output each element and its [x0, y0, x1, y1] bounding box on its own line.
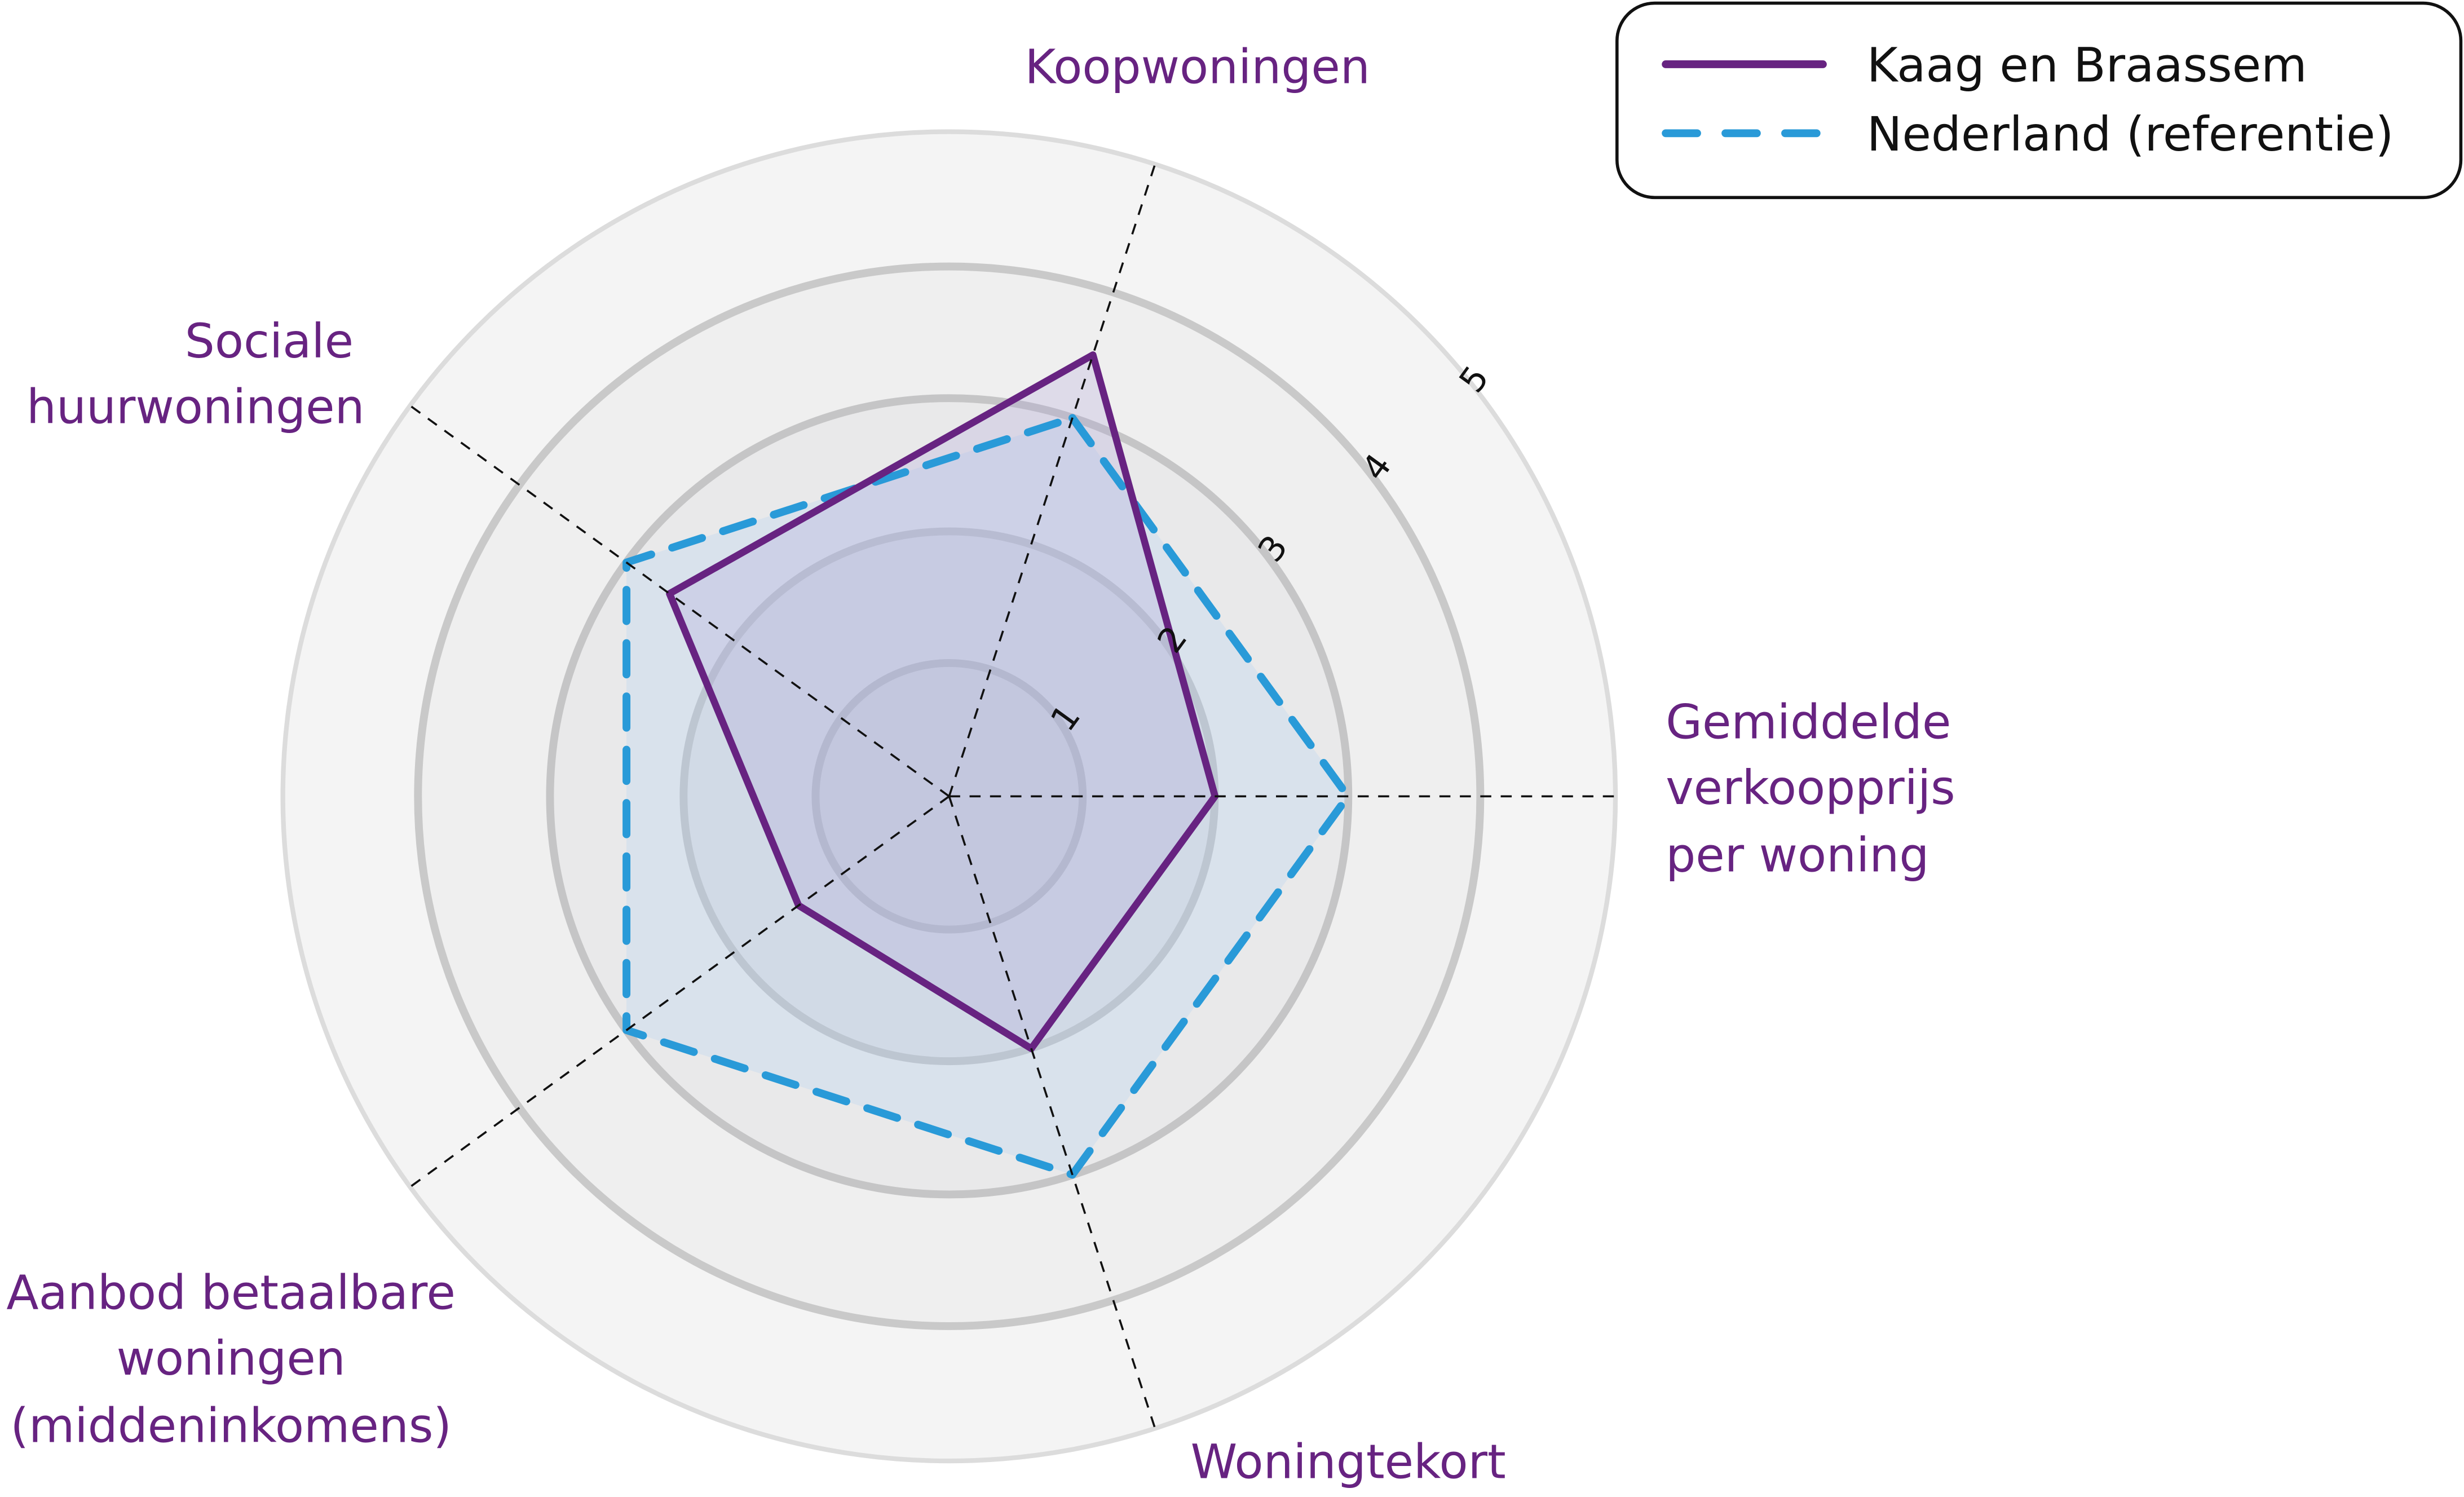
axis-label-sociale-huurwoningen-line2: huurwoningen — [27, 379, 365, 435]
axis-line — [410, 405, 950, 797]
legend: Kaag en Braassem Nederland (referentie) — [1615, 1, 2463, 200]
axis-label-aanbod-betaalbare-woningen: Aanbod betaalbare — [6, 1265, 456, 1320]
legend-box — [1615, 1, 2463, 200]
series-line — [622, 414, 1352, 1179]
axes-layer — [410, 165, 1614, 1428]
axis-label-sociale-huurwoningen: Sociale — [185, 313, 354, 369]
axis-label-koopwoningen: Koopwoningen — [1025, 39, 1370, 94]
series-line — [666, 351, 1219, 1052]
series-layer — [622, 351, 1352, 1179]
axis-label-gemiddelde-verkoopprijs-line3: per woning — [1666, 828, 1929, 883]
axis-label-gemiddelde-verkoopprijs: Gemiddelde — [1666, 695, 1951, 750]
axis-label-gemiddelde-verkoopprijs-line2: verkoopprijs — [1666, 760, 1955, 815]
axis-line — [410, 795, 950, 1187]
axis-label-woningtekort: Woningtekort — [1191, 1434, 1506, 1490]
series-fill — [626, 418, 1348, 1175]
axis-labels: Koopwoningen Gemiddelde verkoopprijs per… — [6, 39, 1955, 1489]
axis-line — [948, 165, 1156, 797]
axis-line — [948, 796, 1156, 1428]
legend-label-nederland: Nederland (referentie) — [1867, 107, 2394, 162]
axis-label-aanbod-line2: woningen — [117, 1331, 346, 1386]
series-fill — [669, 355, 1215, 1049]
legend-label-kaag: Kaag en Braassem — [1867, 38, 2307, 93]
axis-label-aanbod-line3: (middeninkomens) — [10, 1398, 452, 1454]
